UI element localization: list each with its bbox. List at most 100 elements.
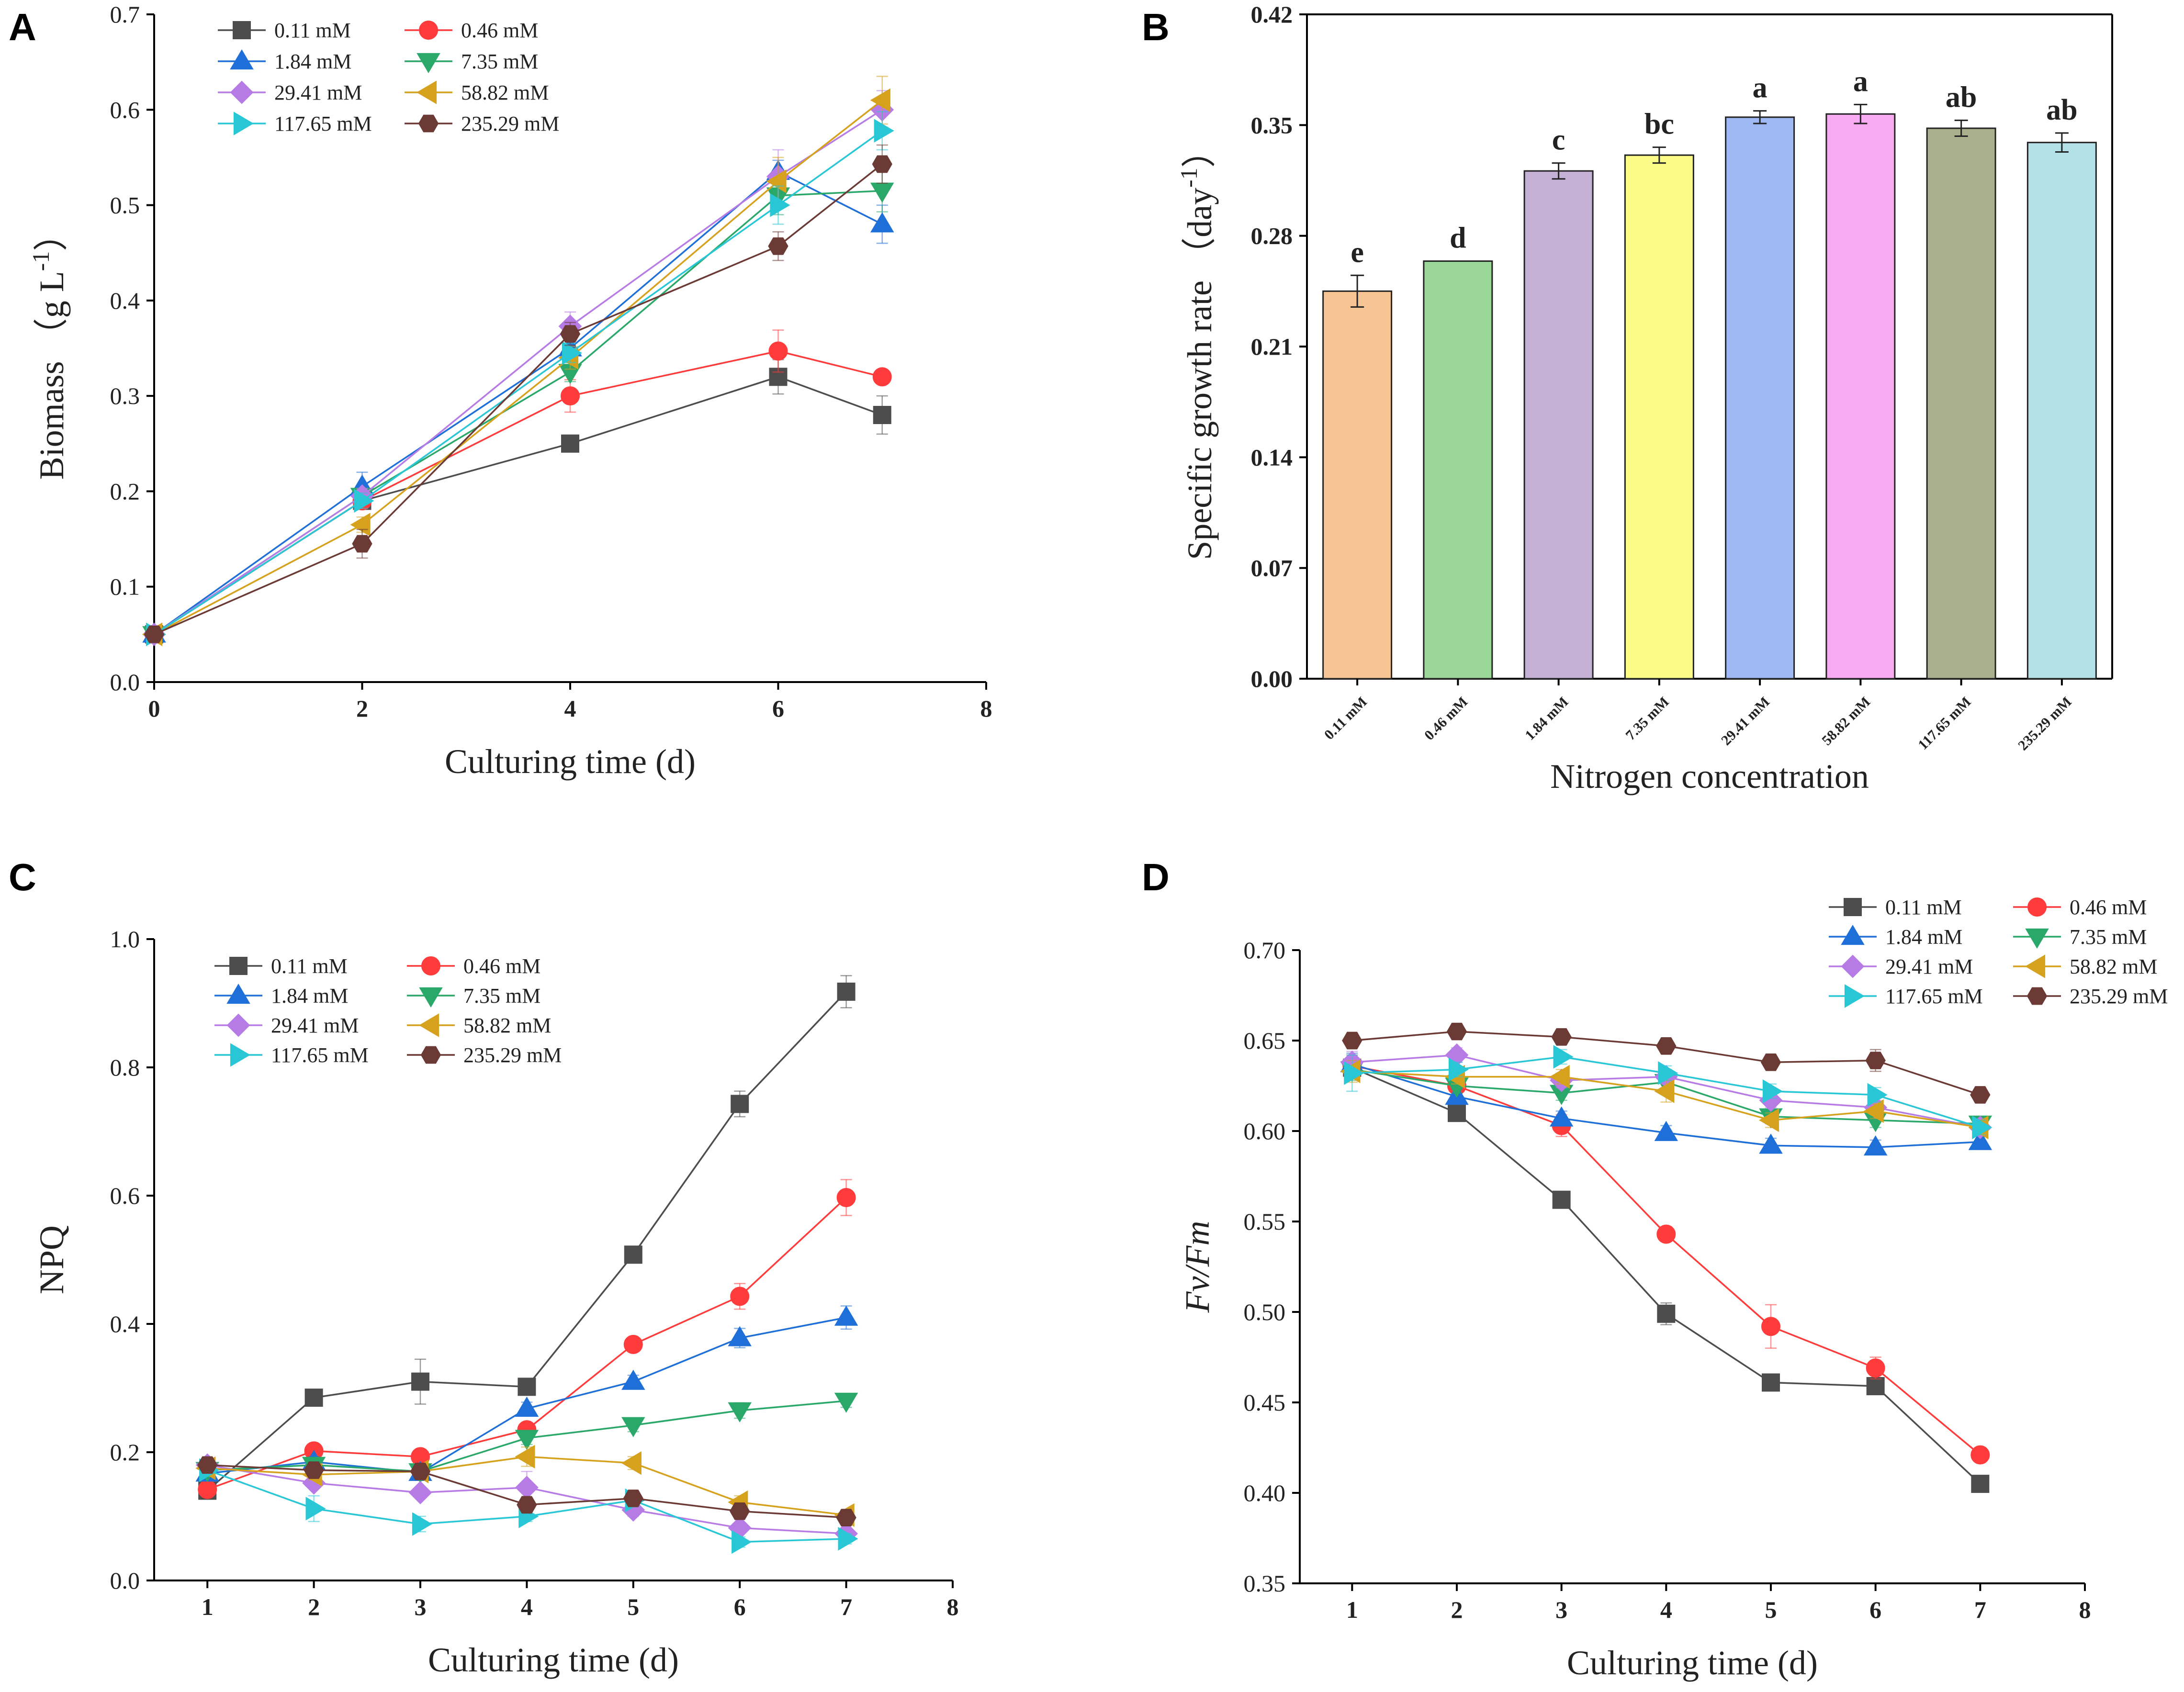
- c-y-tick-label: 1.0: [110, 926, 140, 952]
- d-y-tick-label: 0.50: [1244, 1299, 1286, 1325]
- d-y-tick-label: 0.70: [1244, 937, 1286, 964]
- c-legend-label: 1.84 mM: [271, 984, 348, 1008]
- d-data-point: [1656, 1224, 1676, 1244]
- c-data-point: [623, 1334, 643, 1354]
- c-data-point: [834, 1392, 858, 1413]
- a-legend-marker: [419, 21, 438, 40]
- a-data-point: [768, 341, 788, 361]
- a-legend-marker: [230, 80, 254, 104]
- c-x-tick-label: 7: [840, 1593, 852, 1620]
- a-data-point: [354, 489, 374, 513]
- c-legend-label: 235.29 mM: [463, 1043, 562, 1067]
- c-legend-label: 58.82 mM: [463, 1014, 551, 1037]
- c-y-tick-label: 0.0: [110, 1567, 140, 1594]
- a-x-tick-label: 4: [564, 695, 576, 722]
- d-legend-label: 1.84 mM: [1885, 925, 1962, 949]
- c-data-point: [730, 1502, 750, 1520]
- b-bar-0-11-mm: [1322, 290, 1393, 680]
- a-series-117-65-mm: [146, 111, 894, 647]
- b-category-label: 58.82 mM: [1819, 694, 1873, 749]
- a-x-tick-label: 2: [356, 695, 368, 722]
- b-category-label: 0.11 mM: [1321, 694, 1370, 743]
- d-legend-marker: [2027, 897, 2047, 917]
- c-x-tick-label: 4: [521, 1593, 533, 1620]
- d-legend-label: 58.82 mM: [2070, 955, 2157, 978]
- a-y-tick-label: 0.1: [110, 573, 140, 600]
- b-bar-7-35-mm: [1624, 154, 1694, 680]
- d-x-tick-label: 4: [1660, 1596, 1672, 1623]
- d-y-axis-title: Fv/Fm: [1178, 1221, 1216, 1313]
- a-data-point: [144, 626, 165, 643]
- c-data-point: [198, 1479, 217, 1499]
- d-legend-marker: [1844, 984, 1865, 1008]
- d-x-tick-label: 3: [1555, 1596, 1567, 1623]
- a-x-tick-label: 0: [148, 695, 160, 722]
- a-x-tick-label: 8: [980, 695, 992, 722]
- c-y-tick-label: 0.6: [110, 1182, 140, 1209]
- d-data-point: [1762, 1373, 1780, 1392]
- d-data-point: [1761, 1317, 1780, 1336]
- a-series-line: [154, 190, 882, 635]
- c-data-point: [838, 1527, 858, 1551]
- d-legend-marker: [2025, 954, 2046, 978]
- a-data-point: [870, 88, 890, 112]
- c-legend-label: 117.65 mM: [271, 1043, 369, 1067]
- c-legend-marker: [420, 1046, 441, 1064]
- a-data-point: [872, 367, 892, 387]
- a-legend-label: 7.35 mM: [461, 50, 538, 73]
- npq-line-chart: 0.0 0.2 0.4 0.6 0.8 1.0 1 2 3 4 5 6 7 8 Culturing time…: [33, 926, 959, 1679]
- c-data-point: [518, 1378, 536, 1396]
- d-y-tick-label: 0.40: [1244, 1479, 1286, 1506]
- d-data-point: [1759, 1108, 1779, 1132]
- c-data-point: [515, 1430, 539, 1450]
- a-data-point: [561, 386, 580, 406]
- d-legend-label: 0.46 mM: [2070, 896, 2147, 919]
- d-y-tick-label: 0.60: [1244, 1118, 1286, 1144]
- c-data-point: [624, 1245, 642, 1264]
- panel-label-d: D: [1142, 856, 1170, 898]
- b-x-axis-title: Nitrogen concentration: [1550, 757, 1869, 796]
- b-y-tick-label: 0.28: [1251, 223, 1293, 249]
- d-y-tick-label: 0.35: [1244, 1570, 1286, 1597]
- c-data-point: [834, 1305, 858, 1326]
- b-significance-label: d: [1450, 222, 1466, 255]
- c-legend-label: 7.35 mM: [463, 984, 540, 1008]
- d-data-point: [1970, 1445, 1990, 1465]
- d-data-point: [1970, 1086, 1991, 1104]
- a-data-point: [870, 212, 894, 233]
- a-data-point: [562, 341, 582, 365]
- c-series-235-29-mm: [197, 1456, 856, 1527]
- c-data-point: [836, 1188, 856, 1208]
- b-y-tick-label: 0.00: [1251, 665, 1293, 692]
- a-legend-marker: [417, 80, 437, 104]
- b-category-label: 0.46 mM: [1421, 694, 1471, 743]
- d-y-tick-label: 0.45: [1244, 1389, 1286, 1416]
- c-legend-marker: [229, 957, 248, 975]
- a-data-point: [561, 434, 579, 453]
- a-y-tick-label: 0.4: [110, 287, 140, 314]
- c-legend-marker: [419, 1013, 439, 1037]
- a-y-axis-title-main: Biomass: [33, 352, 71, 480]
- a-data-point: [872, 155, 892, 173]
- d-data-point: [1549, 1065, 1570, 1089]
- a-legend-label: 29.41 mM: [274, 81, 362, 104]
- a-legend-marker: [233, 21, 251, 39]
- c-y-axis-title: NPQ: [33, 1225, 71, 1294]
- c-data-point: [728, 1402, 752, 1423]
- a-legend-label: 58.82 mM: [461, 81, 549, 104]
- b-significance-label: bc: [1644, 108, 1674, 141]
- a-y-tick-label: 0.2: [110, 478, 140, 504]
- c-data-point: [304, 1389, 323, 1407]
- c-x-axis-title: Culturing time (d): [428, 1641, 679, 1679]
- c-data-point: [730, 1287, 750, 1306]
- c-y-tick-label: 0.4: [110, 1311, 140, 1337]
- a-data-point: [350, 513, 371, 537]
- a-data-point: [770, 193, 790, 217]
- b-y-axis-title-close: ）: [1181, 133, 1219, 168]
- c-series-0-11-mm: [198, 975, 856, 1500]
- d-y-tick-label: 0.55: [1244, 1208, 1286, 1235]
- c-legend: 0.11 mM 0.46 mM 1.84 mM 7.35 mM 29.41 mM 58.8…: [214, 954, 562, 1067]
- c-data-point: [410, 1462, 431, 1480]
- a-y-tick-label: 0.0: [110, 669, 140, 695]
